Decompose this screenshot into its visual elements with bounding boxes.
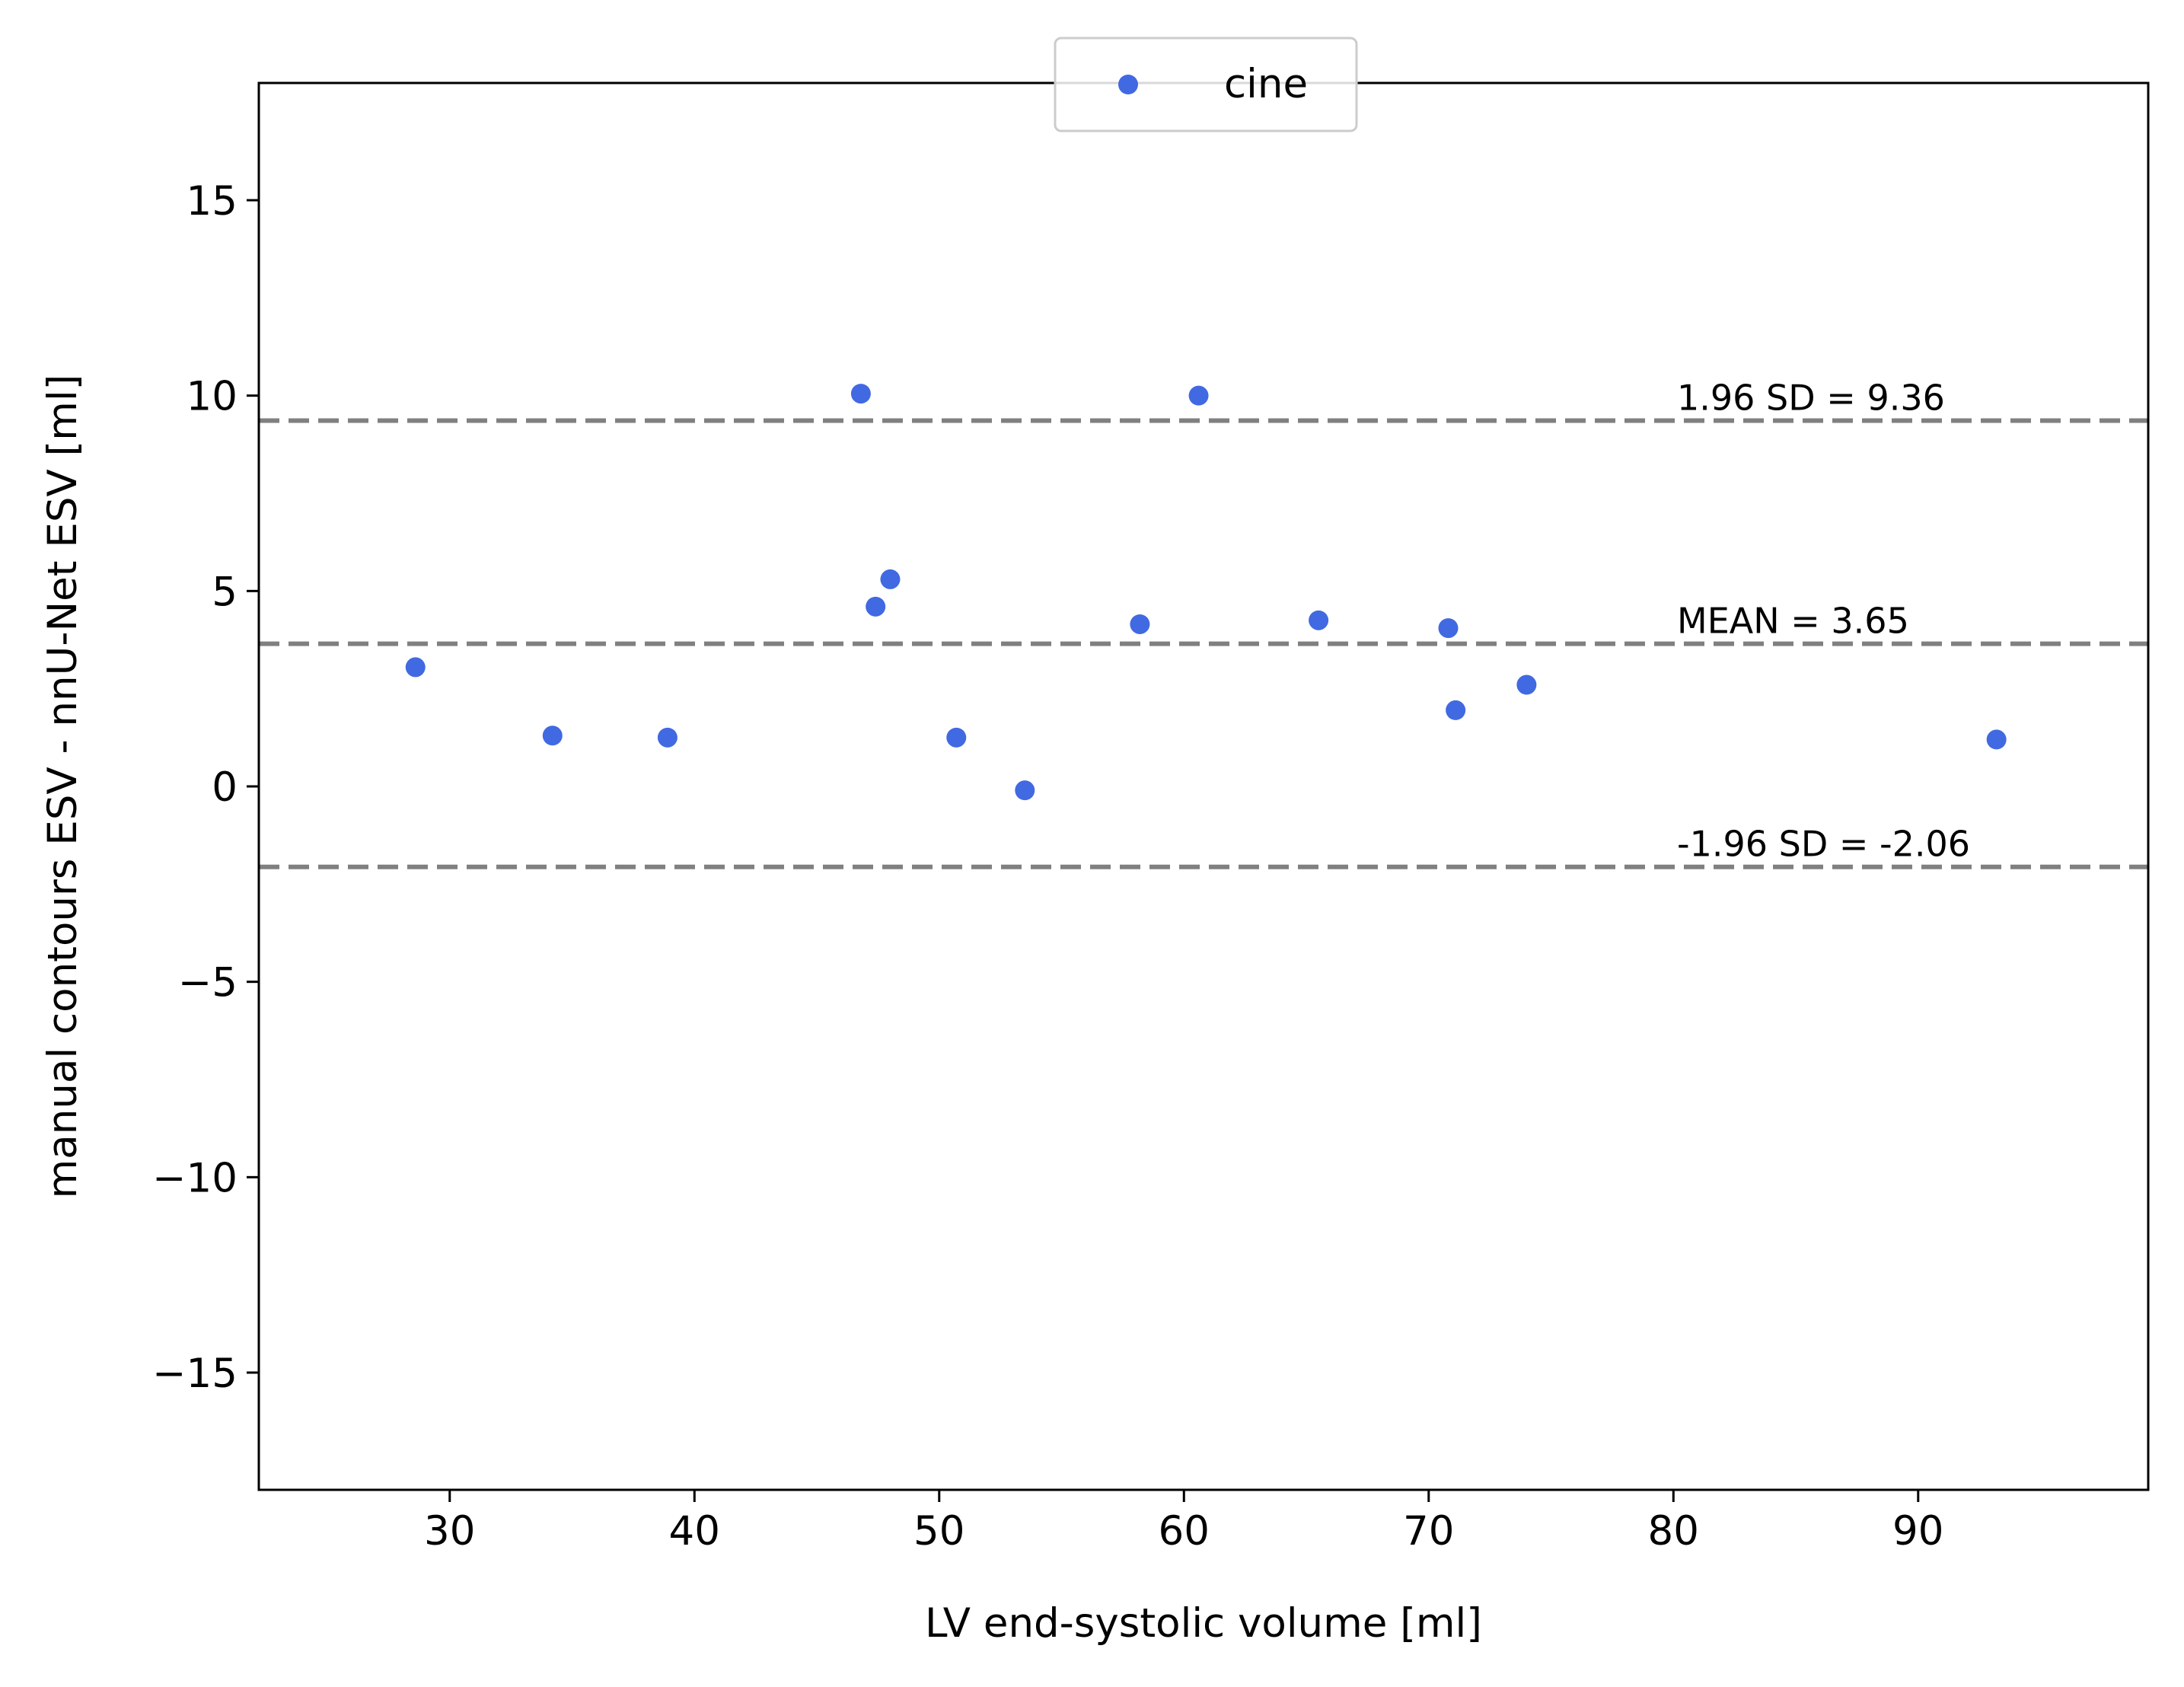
legend: cine	[1054, 37, 1358, 132]
x-axis: 30 40 50 60 70 80 90	[424, 1490, 1944, 1555]
data-point-0-7	[1015, 780, 1035, 801]
data-point-0-6	[946, 727, 967, 748]
data-point-0-8	[1130, 614, 1150, 634]
y-tick-label: 15	[187, 178, 238, 225]
data-point-0-10	[1309, 610, 1329, 630]
y-axis-title: manual contours ESV - nnU-Net ESV [ml]	[40, 375, 86, 1199]
y-tick-label: 5	[212, 569, 238, 615]
data-point-0-4	[866, 596, 886, 617]
data-point-0-14	[1986, 729, 2007, 750]
x-axis-title: LV end-systolic volume [ml]	[925, 1600, 1482, 1647]
data-point-0-2	[657, 727, 678, 748]
y-tick-label: 10	[187, 374, 238, 420]
y-tick-label: −5	[178, 960, 238, 1006]
data-point-0-3	[850, 384, 871, 404]
reference-line-label-2: -1.96 SD = -2.06	[1677, 824, 1970, 865]
data-point-0-0	[405, 657, 426, 678]
data-point-0-13	[1516, 674, 1537, 695]
legend-box	[1054, 37, 1358, 132]
legend-label-cine: cine	[1224, 61, 1308, 107]
data-point-0-12	[1446, 700, 1466, 720]
data-point-0-9	[1188, 385, 1209, 406]
x-tick-label: 90	[1892, 1508, 1943, 1555]
x-tick-label: 40	[669, 1508, 720, 1555]
data-point-0-1	[542, 726, 563, 746]
data-point-0-11	[1438, 618, 1459, 639]
x-tick-label: 80	[1648, 1508, 1699, 1555]
x-tick-label: 70	[1403, 1508, 1454, 1555]
y-tick-label: 0	[212, 764, 238, 811]
x-tick-label: 50	[913, 1508, 964, 1555]
reference-line-label-0: 1.96 SD = 9.36	[1677, 378, 1945, 419]
legend-marker-cine	[1118, 75, 1138, 94]
x-tick-label: 60	[1159, 1508, 1210, 1555]
y-tick-label: −15	[152, 1351, 238, 1397]
y-tick-label: −10	[152, 1155, 238, 1201]
data-point-0-5	[880, 569, 901, 589]
y-axis: −15 −10 −5 0 5 10 15	[152, 178, 259, 1397]
plot-area: 1.96 SD = 9.36 MEAN = 3.65 -1.96 SD = -2.0…	[259, 378, 2148, 869]
reference-line-label-1: MEAN = 3.65	[1677, 601, 1909, 642]
x-tick-label: 30	[424, 1508, 475, 1555]
